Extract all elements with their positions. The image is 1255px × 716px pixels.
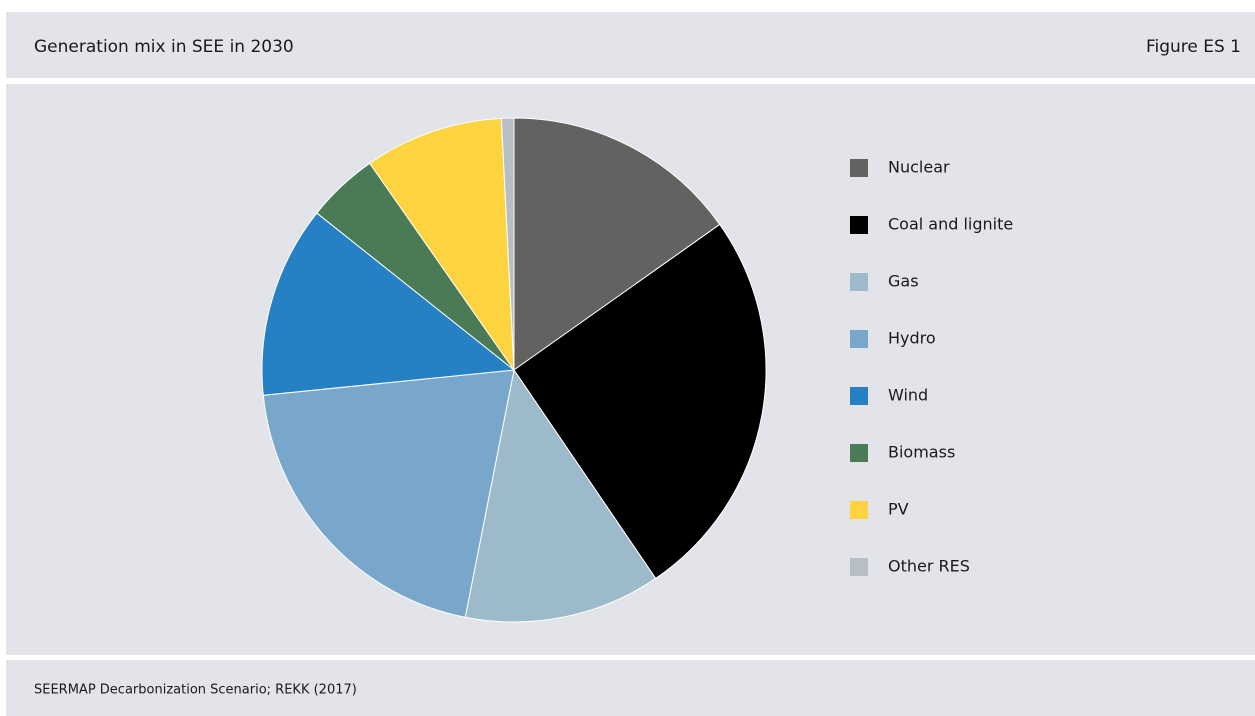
legend-label: Wind [888,386,928,405]
legend-swatch [850,558,868,576]
header-band [6,12,1255,78]
legend-swatch [850,159,868,177]
pie-slice [261,212,516,396]
figure-label: Figure ES 1 [1146,37,1241,57]
source: SEERMAP Decarbonization Scenario; REKK (… [34,683,357,698]
legend-label: PV [888,500,909,519]
pie-slice [464,368,657,623]
legend-label: Other RES [888,557,970,576]
footer-band [6,660,1255,716]
legend-label: Biomass [888,443,955,462]
chart-title: Generation mix in SEE in 2030 [34,37,294,57]
legend-swatch [850,216,868,234]
pie-slice [369,117,515,372]
legend-label: Gas [888,272,919,291]
legend-swatch [850,387,868,405]
legend-label: Coal and lignite [888,215,1013,234]
legend-swatch [850,330,868,348]
pie-slice [513,223,767,580]
legend-swatch [850,501,868,519]
pie-slice [513,117,721,371]
pie-slice [262,369,515,618]
legend-label: Nuclear [888,158,950,177]
legend-swatch [850,273,868,291]
pie-slice [500,117,515,371]
legend-swatch [850,444,868,462]
legend-label: Hydro [888,329,936,348]
